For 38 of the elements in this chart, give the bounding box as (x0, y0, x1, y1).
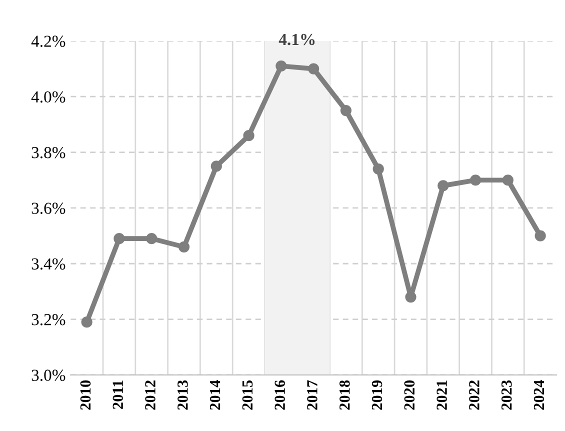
point (178, 241, 190, 252)
x-tick-label: 2023 (501, 380, 512, 410)
y-tick-label: 4.0% (31, 91, 66, 103)
x-tick-label: 2014 (210, 380, 220, 410)
point (340, 104, 352, 116)
x-tick-label: 2017 (307, 380, 318, 410)
y-tick-label: 3.2% (32, 314, 66, 326)
point (308, 63, 320, 74)
point (470, 174, 482, 186)
point (438, 180, 449, 192)
x-tick-label: 2010 (80, 380, 91, 410)
band-label: 4.1% (278, 34, 315, 46)
point (146, 233, 158, 244)
x-tick-label: 2018 (339, 380, 350, 410)
point (502, 174, 514, 186)
point (243, 130, 254, 142)
point (372, 163, 384, 175)
x-tick-label: 2024 (534, 380, 544, 410)
x-tick-label: 2019 (372, 380, 382, 410)
point (81, 316, 92, 328)
x-tick-label: 2016 (274, 380, 286, 410)
point (210, 160, 222, 172)
y-tick-label: 3.8% (32, 146, 66, 158)
x-tick-label: 2020 (404, 380, 415, 410)
x-tick-label: 2022 (469, 380, 480, 410)
x-tick-label: 2015 (242, 380, 253, 410)
x-tick-label: 2012 (145, 380, 156, 410)
point (114, 233, 125, 244)
x-tick-label: 2013 (178, 380, 188, 410)
point (276, 60, 287, 72)
x-tick-label: 2021 (436, 380, 447, 410)
y-tick-label: 3.4% (32, 258, 66, 270)
y-tick-label: 3.0% (32, 370, 66, 381)
point (534, 230, 546, 242)
y-tick-label: 3.6% (32, 202, 66, 214)
y-tick-label: 4.2% (31, 36, 66, 47)
x-tick-label: 2011 (112, 380, 124, 409)
point (405, 291, 416, 303)
